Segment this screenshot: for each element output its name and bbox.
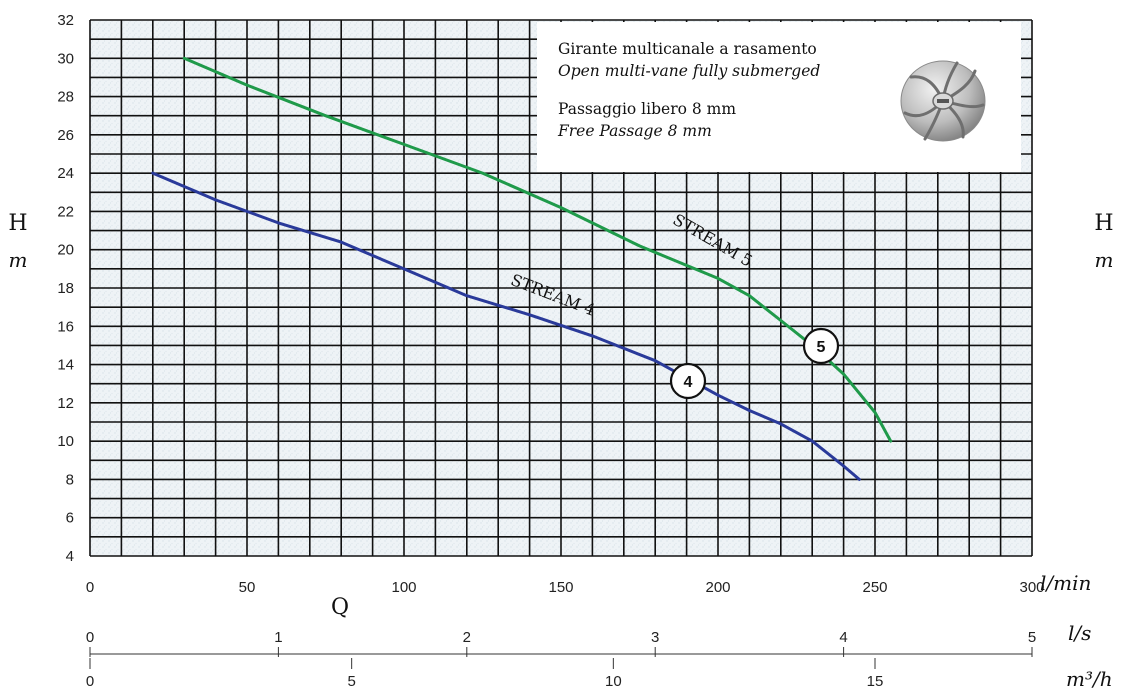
x-tick-m3h: 0 (86, 673, 94, 688)
x-tick-ls: 2 (463, 629, 471, 646)
x-tick-lmin: 150 (548, 579, 573, 596)
y-axis-left-label: H (8, 211, 27, 236)
y-axis-right-label: H (1094, 211, 1113, 236)
impeller-type-en: Open multi-vane fully submerged (558, 62, 821, 80)
impeller-icon (900, 60, 986, 142)
y-tick-label: 22 (57, 203, 74, 220)
x-tick-m3h: 15 (867, 673, 884, 688)
series-marker-circle-1 (802, 327, 840, 365)
y-axis-right-unit: m (1095, 248, 1114, 272)
x-tick-ls: 4 (839, 629, 847, 646)
y-tick-label: 10 (57, 433, 74, 450)
series-line-2 (151, 171, 861, 481)
x-tick-lmin: 100 (391, 579, 416, 596)
x-tick-lmin: 300 (1019, 579, 1044, 596)
y-tick-label: 6 (66, 510, 74, 527)
y-tick-label: 16 (57, 318, 74, 335)
y-tick-labels: 4 6 8 10 12 14 16 18 20 22 24 26 28 30 32 (57, 12, 74, 565)
x-axis-m3h: 0 5 10 15 (86, 658, 884, 688)
y-tick-label: 18 (57, 280, 74, 297)
y-tick-label: 30 (57, 50, 74, 67)
unit-m3h: m³/h (1066, 667, 1113, 688)
x-tick-ls: 0 (86, 629, 94, 646)
x-tick-m3h: 10 (605, 673, 622, 688)
y-tick-label: 32 (57, 12, 74, 29)
y-tick-label: 14 (57, 357, 74, 374)
y-tick-label: 8 (66, 471, 74, 488)
series-marker-label-1: 5 (817, 339, 826, 356)
y-tick-label: 20 (57, 242, 74, 259)
x-tick-ls: 3 (651, 629, 659, 646)
series-marker-circle-2 (669, 362, 707, 400)
free-passage-en: Free Passage 8 mm (558, 122, 712, 140)
impeller-info: Girante multicanale a rasamento Open mul… (558, 38, 820, 142)
series-marker-label-2: 4 (684, 374, 693, 391)
impeller-type-it: Girante multicanale a rasamento (558, 40, 817, 58)
y-tick-label: 28 (57, 89, 74, 106)
x-tick-lmin: 50 (239, 579, 256, 596)
x-axis-lmin: 0 50 100 150 200 250 300 (86, 579, 1045, 596)
unit-ls: l/s (1068, 621, 1091, 645)
y-tick-label: 12 (57, 395, 74, 412)
x-tick-m3h: 5 (347, 673, 355, 688)
x-tick-ls: 1 (274, 629, 282, 646)
unit-lmin: l/min (1040, 571, 1091, 595)
y-tick-label: 24 (57, 165, 74, 182)
y-tick-label: 4 (66, 548, 74, 565)
x-tick-lmin: 200 (705, 579, 730, 596)
x-tick-lmin: 250 (862, 579, 887, 596)
x-tick-ls: 5 (1028, 629, 1036, 646)
x-tick-lmin: 0 (86, 579, 94, 596)
series-line-1 (182, 56, 893, 443)
x-axis-label: Q (331, 595, 349, 620)
free-passage-it: Passaggio libero 8 mm (558, 100, 737, 118)
x-axis-ls: 0 1 2 3 4 5 (86, 629, 1036, 657)
y-axis-left-unit: m (9, 248, 28, 272)
y-tick-label: 26 (57, 127, 74, 144)
